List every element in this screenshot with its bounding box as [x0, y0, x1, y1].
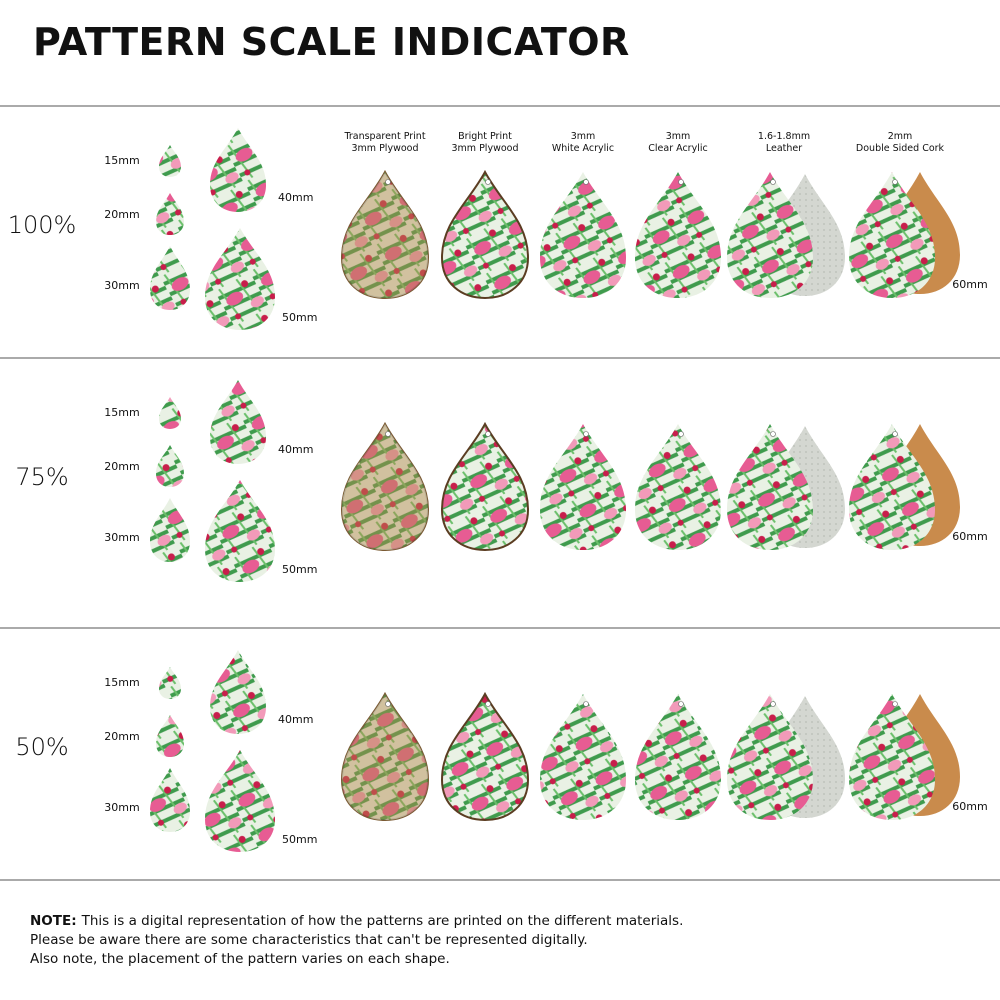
hole [385, 431, 391, 437]
hole [583, 431, 589, 437]
teardrop [635, 694, 721, 820]
teardrop [540, 172, 626, 298]
hole [385, 701, 391, 707]
material-label: Clear Acrylic [648, 143, 707, 154]
hole [485, 701, 491, 707]
teardrop [342, 172, 428, 298]
hole [678, 701, 684, 707]
teardrop [849, 424, 935, 550]
hole [892, 179, 898, 185]
size-label: 60mm [952, 530, 987, 543]
material-label: 3mm [666, 131, 691, 142]
size-label: 40mm [278, 443, 313, 456]
teardrop [440, 691, 530, 822]
size-label: 20mm [104, 730, 139, 743]
hole [583, 701, 589, 707]
hole [485, 431, 491, 437]
hole [770, 431, 776, 437]
size-label: 15mm [104, 406, 139, 419]
teardrop [210, 650, 266, 734]
note-line: Please be aware there are some character… [30, 932, 588, 948]
teardrop [150, 246, 190, 310]
note-line: NOTE: This is a digital representation of… [30, 913, 683, 929]
note-text: This is a digital representation of how … [81, 913, 684, 929]
size-label: 60mm [952, 278, 987, 291]
teardrop [635, 424, 721, 550]
hole [892, 431, 898, 437]
material-label: 3mm [571, 131, 596, 142]
hole [892, 701, 898, 707]
size-label: 50mm [282, 833, 317, 846]
material-label: White Acrylic [552, 143, 614, 154]
hole [770, 179, 776, 185]
size-label: 20mm [104, 208, 139, 221]
teardrop [150, 768, 190, 832]
teardrop [210, 128, 266, 212]
teardrop [159, 145, 181, 177]
teardrop [210, 380, 266, 464]
size-label: 50mm [282, 311, 317, 324]
hole [583, 179, 589, 185]
hole [485, 179, 491, 185]
size-label: 15mm [104, 676, 139, 689]
size-label: 40mm [278, 191, 313, 204]
material-label: Double Sided Cork [856, 143, 945, 154]
scale-label: 100% [8, 211, 77, 239]
teardrop [156, 445, 184, 487]
size-label: 30mm [104, 279, 139, 292]
size-label: 60mm [952, 800, 987, 813]
teardrop [540, 694, 626, 820]
teardrop [635, 172, 721, 298]
teardrop [849, 172, 935, 298]
teardrop [342, 694, 428, 820]
material-label: 3mm Plywood [452, 143, 519, 154]
size-label: 15mm [104, 154, 139, 167]
hole [678, 179, 684, 185]
hole [678, 431, 684, 437]
scale-label: 50% [15, 733, 68, 761]
size-label: 40mm [278, 713, 313, 726]
material-label: Transparent Print [343, 131, 425, 142]
teardrop [849, 694, 935, 820]
material-label: 1.6-1.8mm [758, 131, 810, 142]
material-label: 2mm [888, 131, 913, 142]
teardrop [150, 498, 190, 562]
scale-label: 75% [15, 463, 68, 491]
teardrop [727, 424, 813, 550]
size-label: 30mm [104, 801, 139, 814]
teardrop [342, 424, 428, 550]
size-label: 30mm [104, 531, 139, 544]
title: PATTERN SCALE INDICATOR [33, 20, 630, 64]
teardrop [727, 694, 813, 820]
teardrop [727, 172, 813, 298]
teardrop [540, 424, 626, 550]
size-label: 50mm [282, 563, 317, 576]
hole [385, 179, 391, 185]
material-label: Bright Print [458, 131, 512, 142]
note-label: NOTE: [30, 913, 77, 929]
material-label: 3mm Plywood [352, 143, 419, 154]
teardrop [156, 193, 184, 235]
teardrop [440, 169, 530, 300]
material-label: Leather [766, 143, 802, 154]
teardrop [205, 228, 275, 330]
teardrop [205, 480, 275, 582]
teardrop [156, 715, 184, 757]
note-line: Also note, the placement of the pattern … [30, 951, 450, 967]
hole [770, 701, 776, 707]
teardrop [159, 667, 181, 699]
size-label: 20mm [104, 460, 139, 473]
teardrop [440, 421, 530, 552]
teardrop [205, 750, 275, 852]
teardrop [159, 397, 181, 429]
